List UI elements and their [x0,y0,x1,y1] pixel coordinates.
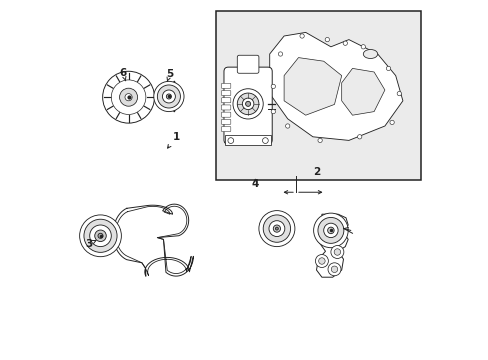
Circle shape [396,91,401,96]
Wedge shape [132,117,136,122]
Wedge shape [132,73,137,77]
FancyBboxPatch shape [221,91,230,96]
Wedge shape [142,78,148,84]
Wedge shape [148,101,153,106]
FancyBboxPatch shape [221,98,230,103]
Bar [215,11,420,180]
FancyBboxPatch shape [221,120,230,125]
Circle shape [278,52,282,56]
Text: 1: 1 [167,132,180,148]
Wedge shape [109,111,114,116]
Circle shape [317,138,322,143]
Circle shape [120,88,137,106]
FancyBboxPatch shape [221,84,230,88]
Circle shape [333,249,340,255]
FancyBboxPatch shape [221,105,230,110]
FancyBboxPatch shape [221,127,230,132]
Wedge shape [148,89,153,94]
Circle shape [95,230,106,242]
Circle shape [273,225,280,232]
Circle shape [299,34,304,38]
Circle shape [270,109,275,114]
Circle shape [98,233,103,238]
Polygon shape [316,214,347,277]
Circle shape [315,255,328,267]
Circle shape [323,223,337,238]
Ellipse shape [363,49,377,58]
Wedge shape [121,73,125,77]
Circle shape [313,213,347,248]
Circle shape [386,66,390,71]
FancyBboxPatch shape [221,112,230,117]
Circle shape [285,124,289,128]
Text: 2: 2 [312,167,320,177]
Wedge shape [142,111,147,117]
Polygon shape [341,68,384,115]
Circle shape [262,138,268,144]
Circle shape [268,221,284,237]
Circle shape [237,93,258,114]
Circle shape [330,246,343,258]
Circle shape [361,45,365,49]
Text: 3: 3 [85,239,96,249]
Polygon shape [113,204,193,276]
Wedge shape [110,78,115,83]
Circle shape [258,211,294,247]
Circle shape [263,215,290,242]
Circle shape [89,225,111,247]
Circle shape [157,85,180,108]
Polygon shape [269,32,402,140]
Wedge shape [104,100,108,105]
Circle shape [330,266,337,273]
Circle shape [232,89,263,119]
Circle shape [343,41,347,45]
Circle shape [166,94,171,99]
Text: 5: 5 [166,69,173,82]
Circle shape [80,215,121,257]
Polygon shape [284,58,341,115]
Circle shape [327,227,333,234]
Ellipse shape [172,81,176,112]
Circle shape [317,217,343,243]
Bar [224,135,271,145]
Circle shape [227,138,233,144]
Text: 4: 4 [251,179,259,189]
Circle shape [389,120,393,125]
Circle shape [357,135,361,139]
Circle shape [125,94,132,101]
Circle shape [162,90,175,103]
Text: 6: 6 [119,68,126,81]
Circle shape [270,84,275,89]
Circle shape [325,37,329,42]
Circle shape [327,263,340,276]
Circle shape [102,71,154,123]
Circle shape [318,258,325,264]
Wedge shape [120,117,124,122]
Circle shape [153,81,183,112]
Polygon shape [116,206,191,276]
Circle shape [111,80,145,114]
FancyBboxPatch shape [237,55,258,73]
FancyBboxPatch shape [224,67,272,144]
Wedge shape [104,88,108,93]
Circle shape [275,227,278,230]
Circle shape [242,98,253,109]
Circle shape [84,219,117,252]
Circle shape [245,102,250,107]
